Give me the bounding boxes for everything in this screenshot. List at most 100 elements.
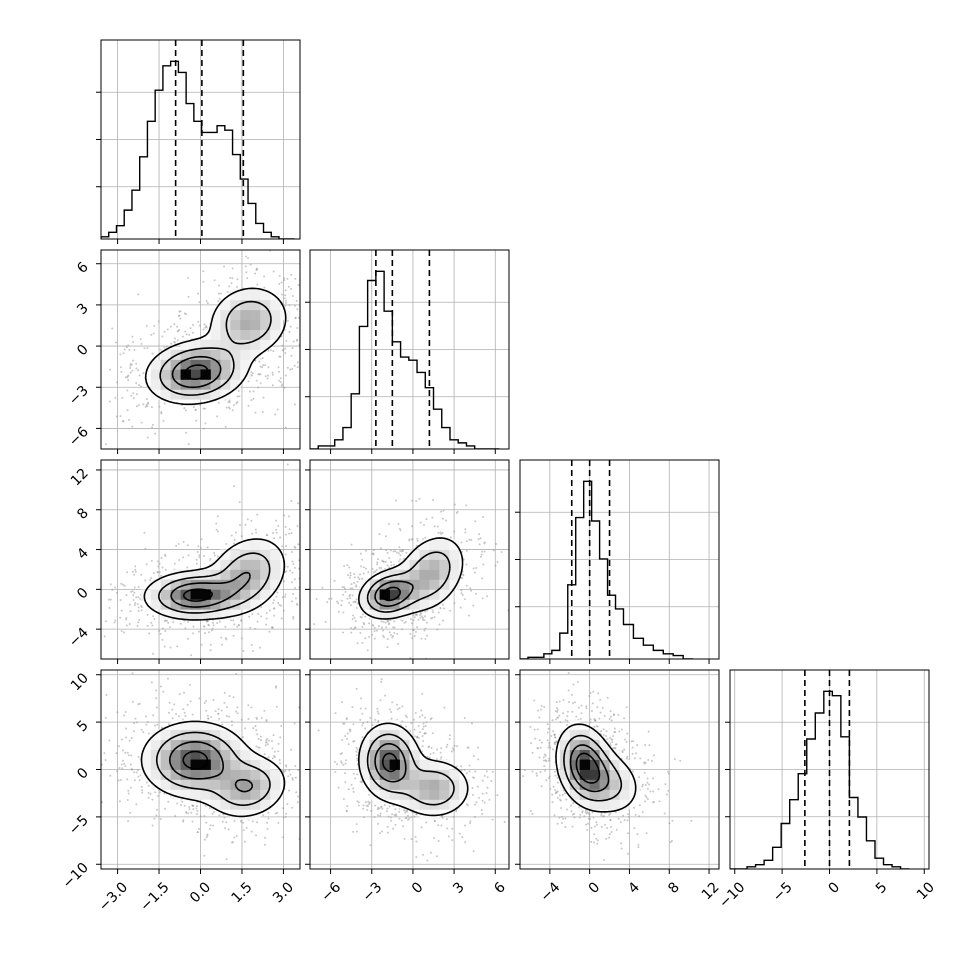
density-cell <box>240 789 251 800</box>
scatter-point <box>178 328 181 331</box>
scatter-point <box>277 821 280 824</box>
scatter-point <box>204 407 207 410</box>
scatter-point <box>566 723 569 726</box>
density-cell <box>230 549 241 560</box>
scatter-point <box>279 762 282 765</box>
density-cell <box>210 339 221 350</box>
scatter-point <box>355 754 358 757</box>
scatter-point <box>126 778 129 781</box>
scatter-point <box>153 817 156 820</box>
scatter-point <box>186 544 189 547</box>
scatter-point <box>230 534 233 537</box>
scatter-point <box>284 595 287 598</box>
scatter-point <box>198 554 201 557</box>
scatter-point <box>586 829 589 832</box>
scatter-point <box>366 721 369 724</box>
density-cell <box>160 599 172 610</box>
density-cell <box>250 349 261 360</box>
scatter-point <box>267 756 270 759</box>
scatter-point <box>133 348 136 351</box>
density-cell <box>409 789 420 800</box>
density-cell <box>369 609 381 620</box>
scatter-point <box>223 701 226 704</box>
scatter-point <box>469 820 472 823</box>
density-cell <box>569 759 581 770</box>
scatter-point <box>204 804 207 807</box>
scatter-point <box>176 330 179 333</box>
scatter-point <box>276 408 279 411</box>
density-cell <box>190 739 201 750</box>
scatter-point <box>157 560 160 563</box>
contour-level-1 <box>159 300 272 396</box>
scatter-point <box>539 746 542 749</box>
scatter-point <box>155 689 158 692</box>
scatter-point <box>291 560 294 563</box>
scatter-point <box>371 552 374 555</box>
scatter-point <box>260 716 263 719</box>
scatter-point <box>344 762 347 765</box>
scatter-point <box>587 822 590 825</box>
scatter-point <box>353 576 356 579</box>
scatter-point <box>311 307 313 309</box>
density-cell <box>270 559 281 570</box>
scatter-point <box>356 757 359 760</box>
scatter-point <box>405 716 408 719</box>
scatter-point <box>136 769 139 772</box>
scatter-point <box>360 565 363 568</box>
density-cell <box>150 739 162 750</box>
scatter-point <box>420 615 423 618</box>
scatter-point <box>129 371 132 374</box>
scatter-point <box>304 540 306 542</box>
scatter-point <box>340 760 343 763</box>
x-tick-label-param2-0: −4 <box>538 879 564 905</box>
scatter-point <box>143 347 146 350</box>
scatter-point <box>126 375 129 378</box>
scatter-point <box>244 727 247 730</box>
scatter-point <box>302 624 304 626</box>
scatter-point <box>109 774 112 777</box>
scatter-point <box>388 631 391 634</box>
scatter-point <box>531 649 533 651</box>
scatter-point <box>353 616 356 619</box>
scatter-point <box>236 712 239 715</box>
scatter-point <box>554 736 557 739</box>
scatter-point <box>225 542 228 545</box>
y-tick-label-param3-0: −10 <box>60 860 92 892</box>
density-cell <box>160 609 172 620</box>
x-tick-label-param0-2: 0.0 <box>187 879 214 906</box>
scatter-point <box>127 344 130 347</box>
scatter-point <box>437 824 440 827</box>
scatter-point <box>433 819 436 822</box>
scatter-point <box>599 698 602 701</box>
scatter-point <box>228 407 231 410</box>
density-cell <box>210 779 221 790</box>
scatter-point <box>386 825 389 828</box>
scatter-point <box>415 544 418 547</box>
scatter-point <box>436 748 439 751</box>
scatter-point <box>233 485 236 488</box>
scatter-point <box>667 772 670 775</box>
scatter-point <box>344 735 347 738</box>
density-cell <box>220 749 231 760</box>
density-cell <box>210 609 221 620</box>
scatter-point <box>540 704 543 707</box>
scatter-point <box>284 347 287 350</box>
contour-level-2 <box>168 741 254 793</box>
scatter-point <box>341 738 344 741</box>
density-cell <box>359 589 371 600</box>
scatter-point <box>411 637 414 640</box>
scatter-point <box>203 625 206 628</box>
scatter-point <box>259 382 262 385</box>
scatter-point <box>613 727 616 730</box>
density-cell <box>250 299 261 311</box>
scatter-point <box>593 841 596 844</box>
scatter-point <box>644 744 647 747</box>
histogram-step-line <box>101 60 295 239</box>
scatter-point <box>630 740 633 743</box>
scatter-point <box>127 379 130 382</box>
scatter-point <box>366 649 369 652</box>
scatter-point <box>539 708 542 711</box>
scatter-point <box>359 573 362 576</box>
scatter-point <box>503 820 506 823</box>
scatter-points <box>313 497 509 659</box>
